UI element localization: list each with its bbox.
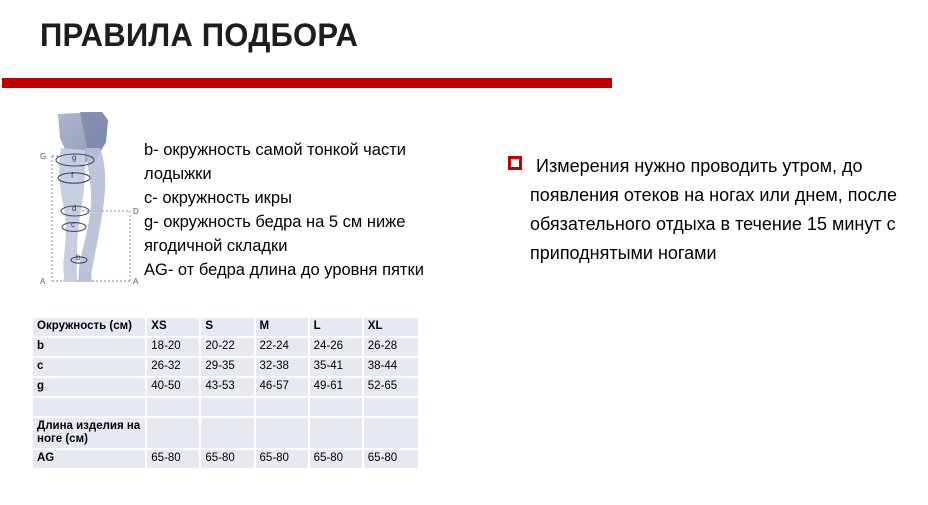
point-label-A-left: A xyxy=(40,277,46,286)
cell-g-s: 43-53 xyxy=(201,378,256,398)
row-label-product-length: Длина изделия на ноге (см) xyxy=(33,418,148,450)
column-header-m: M xyxy=(255,318,310,338)
leg-measurement-diagram: g f d c b G D A A xyxy=(30,112,155,292)
legend-line-b: b- окружность самой тонкой части лодыжки xyxy=(144,141,406,183)
point-label-G: G xyxy=(40,152,46,161)
cell-g-xs: 40-50 xyxy=(147,378,202,398)
spacer-cell-l xyxy=(309,398,364,418)
cell-c-s: 29-35 xyxy=(201,358,256,378)
spacer-cell-label xyxy=(33,398,148,418)
ring-label-c: c xyxy=(71,220,75,229)
cell-b-xs: 18-20 xyxy=(147,338,202,358)
row-label-c: c xyxy=(33,358,148,378)
legend-line-g: g- окружность бедра на 5 см ниже ягодичн… xyxy=(144,213,406,255)
cell-length-l xyxy=(309,418,364,450)
table-section-row: Длина изделия на ноге (см) xyxy=(33,418,418,450)
column-header-xs: XS xyxy=(147,318,202,338)
ring-label-f: f xyxy=(71,171,74,180)
column-header-l: L xyxy=(309,318,364,338)
spacer-cell-m xyxy=(255,398,310,418)
cell-ag-m: 65-80 xyxy=(255,450,310,468)
note-text: Измерения нужно проводить утром, до появ… xyxy=(530,156,898,263)
cell-b-xl: 26-28 xyxy=(363,338,418,358)
cell-b-m: 22-24 xyxy=(255,338,310,358)
ring-label-d: d xyxy=(72,204,76,213)
spacer-cell-xs xyxy=(147,398,202,418)
cell-c-m: 32-38 xyxy=(255,358,310,378)
legend-line-ag: AG- от бедра длина до уровня пятки xyxy=(144,261,424,279)
cell-ag-xs: 65-80 xyxy=(147,450,202,468)
cell-length-s xyxy=(201,418,256,450)
row-label-b: b xyxy=(33,338,148,358)
cell-b-l: 24-26 xyxy=(309,338,364,358)
table-header-row: Окружность (см) XS S M L XL xyxy=(33,318,418,338)
cell-b-s: 20-22 xyxy=(201,338,256,358)
row-label-ag: AG xyxy=(33,450,148,468)
legend-line-c: c- окружность икры xyxy=(144,189,292,207)
cell-g-l: 49-61 xyxy=(309,378,364,398)
table-row: c 26-32 29-35 32-38 35-41 38-44 xyxy=(33,358,418,378)
row-label-g: g xyxy=(33,378,148,398)
cell-g-xl: 52-65 xyxy=(363,378,418,398)
spacer-cell-xl xyxy=(363,398,418,418)
column-header-s: S xyxy=(201,318,256,338)
measurement-note: Измерения нужно проводить утром, до появ… xyxy=(508,152,908,268)
cell-ag-xl: 65-80 xyxy=(363,450,418,468)
column-header-measure: Окружность (см) xyxy=(33,318,148,338)
page-title: ПРАВИЛА ПОДБОРА xyxy=(40,17,359,53)
cell-c-xs: 26-32 xyxy=(147,358,202,378)
column-header-xl: XL xyxy=(363,318,418,338)
measurement-legend: b- окружность самой тонкой части лодыжки… xyxy=(144,138,444,282)
cell-length-m xyxy=(255,418,310,450)
cell-ag-s: 65-80 xyxy=(201,450,256,468)
size-chart-table: Окружность (см) XS S M L XL b 18-20 20-2… xyxy=(33,318,418,468)
table-spacer-row xyxy=(33,398,418,418)
point-label-A-right: A xyxy=(133,277,139,286)
cell-g-m: 46-57 xyxy=(255,378,310,398)
cell-c-xl: 38-44 xyxy=(363,358,418,378)
title-divider-rule xyxy=(2,78,612,88)
cell-c-l: 35-41 xyxy=(309,358,364,378)
cell-ag-l: 65-80 xyxy=(309,450,364,468)
table-row: b 18-20 20-22 22-24 24-26 26-28 xyxy=(33,338,418,358)
red-square-bullet-icon xyxy=(508,156,522,170)
table-row: g 40-50 43-53 46-57 49-61 52-65 xyxy=(33,378,418,398)
point-label-D: D xyxy=(133,207,139,216)
spacer-cell-s xyxy=(201,398,256,418)
ring-label-b: b xyxy=(76,253,81,262)
ring-label-g: g xyxy=(72,153,76,162)
cell-length-xs xyxy=(147,418,202,450)
table-row: AG 65-80 65-80 65-80 65-80 65-80 xyxy=(33,450,418,468)
cell-length-xl xyxy=(363,418,418,450)
